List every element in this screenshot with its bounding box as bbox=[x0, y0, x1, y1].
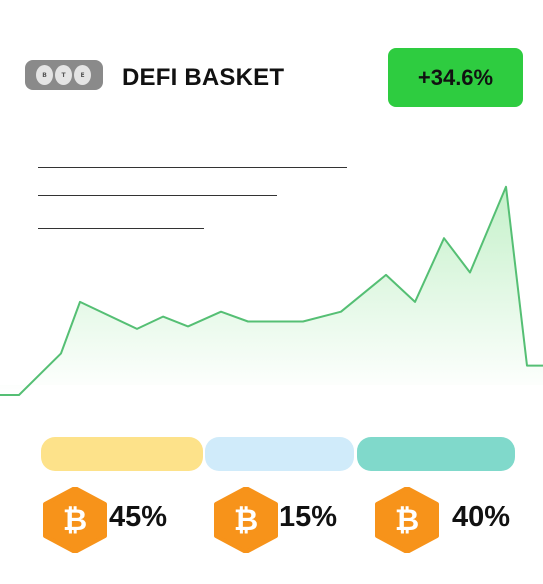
description-placeholder-line bbox=[38, 167, 347, 168]
allocation-bar bbox=[205, 437, 354, 471]
allocation-bar bbox=[357, 437, 515, 471]
bitcoin-icon: ₿ bbox=[375, 487, 439, 553]
svg-text:₿: ₿ bbox=[234, 503, 258, 538]
description-placeholder-line bbox=[38, 228, 204, 229]
allocation-percent: 15% bbox=[279, 501, 338, 533]
bitcoin-icon: ₿ bbox=[43, 487, 107, 553]
svg-text:₿: ₿ bbox=[395, 503, 419, 538]
chart-area-fill bbox=[0, 186, 543, 395]
bitcoin-icon: ₿ bbox=[214, 487, 278, 553]
change-badge: +34.6% bbox=[388, 48, 523, 107]
token-coin-icon: T bbox=[55, 65, 72, 85]
description-placeholder-line bbox=[38, 195, 277, 196]
allocation-percent: 40% bbox=[452, 501, 511, 533]
allocation-percent: 45% bbox=[109, 501, 168, 533]
token-stack: B T E bbox=[25, 60, 103, 90]
chart-series-line bbox=[0, 185, 543, 396]
token-coin-icon: E bbox=[74, 65, 91, 85]
svg-text:₿: ₿ bbox=[63, 503, 87, 538]
allocation-bar bbox=[41, 437, 203, 471]
token-coin-icon: B bbox=[36, 65, 53, 85]
basket-title: DEFI BASKET bbox=[122, 64, 285, 91]
